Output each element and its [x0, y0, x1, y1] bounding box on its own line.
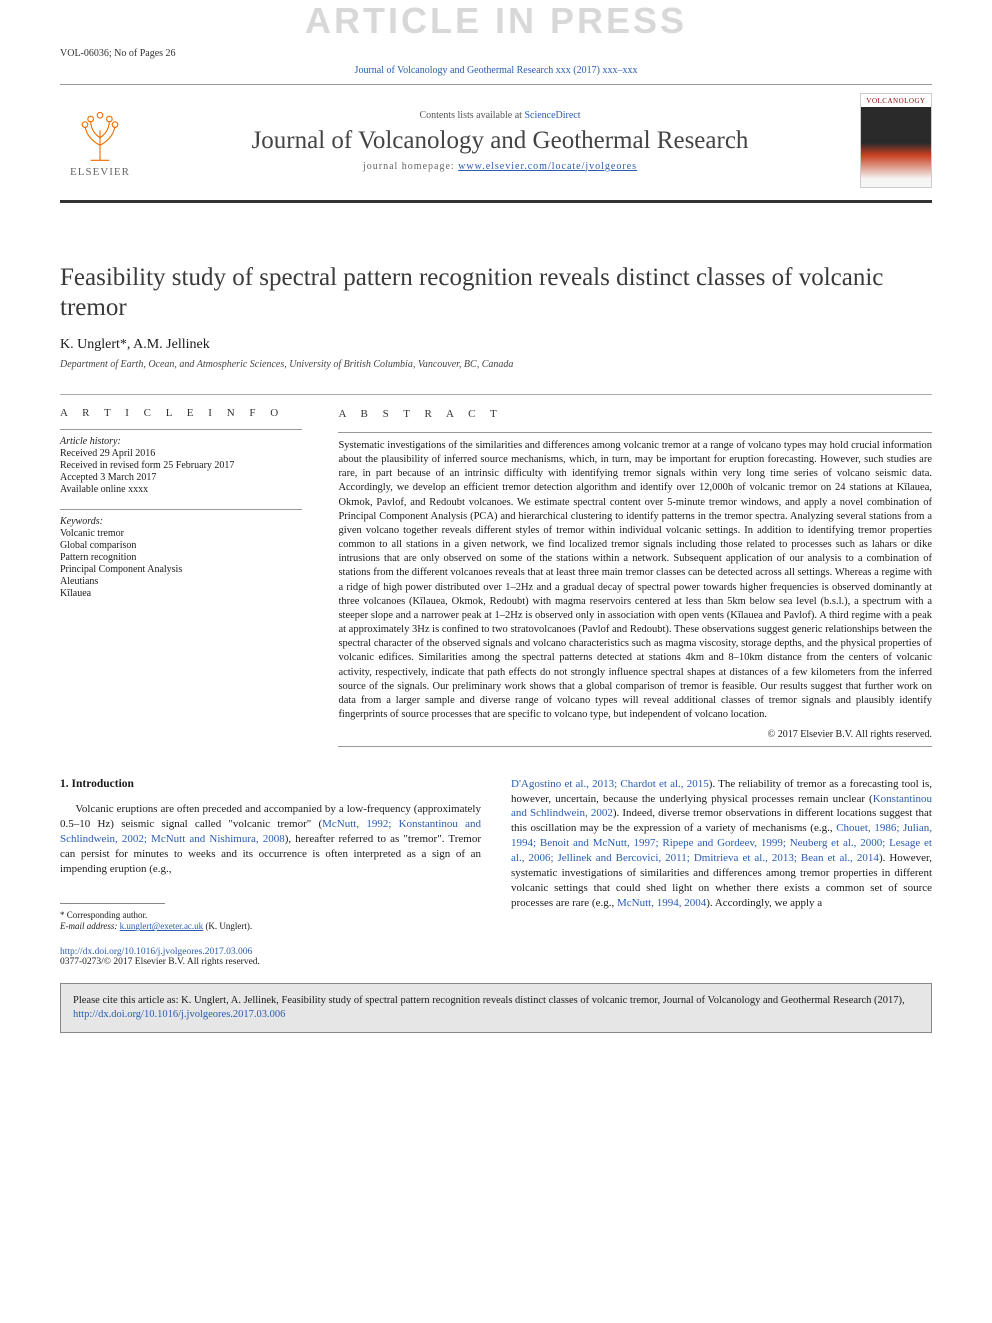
keywords-heading: Keywords: [60, 516, 302, 527]
journal-homepage-line: journal homepage: www.elsevier.com/locat… [150, 161, 850, 172]
abstract-column: A B S T R A C T Systematic investigation… [338, 407, 932, 747]
footnote-block: * Corresponding author. E-mail address: … [60, 910, 481, 933]
divider [338, 746, 932, 747]
divider [60, 429, 302, 430]
body-columns: 1. Introduction Volcanic eruptions are o… [60, 777, 932, 933]
authors: K. Unglert*, A.M. Jellinek [60, 337, 932, 353]
received-date: Received 29 April 2016 [60, 448, 302, 459]
divider [60, 394, 932, 395]
keyword: Volcanic tremor [60, 528, 302, 539]
article-title: Feasibility study of spectral pattern re… [60, 263, 932, 323]
masthead: ELSEVIER Contents lists available at Sci… [60, 85, 932, 203]
journal-name: Journal of Volcanology and Geothermal Re… [150, 127, 850, 155]
issn-copyright: 0377-0273/© 2017 Elsevier B.V. All right… [60, 957, 932, 967]
corresponding-author-note: * Corresponding author. [60, 910, 481, 922]
keywords-block: Keywords: Volcanic tremor Global compari… [60, 516, 302, 599]
affiliation: Department of Earth, Ocean, and Atmosphe… [60, 359, 932, 370]
abstract-paragraph: Systematic investigations of the similar… [338, 439, 932, 722]
keyword: Pattern recognition [60, 552, 302, 563]
homepage-prefix: journal homepage: [363, 161, 458, 172]
cover-image [861, 107, 931, 187]
divider [338, 432, 932, 433]
journal-homepage-link[interactable]: www.elsevier.com/locate/jvolgeores [458, 161, 637, 172]
masthead-center: Contents lists available at ScienceDirec… [150, 110, 850, 172]
keyword: Aleutians [60, 576, 302, 587]
journal-cover-thumbnail: VOLCANOLOGY [860, 93, 932, 188]
abstract-copyright: © 2017 Elsevier B.V. All rights reserved… [338, 728, 932, 742]
body-column-right: D'Agostino et al., 2013; Chardot et al.,… [511, 777, 932, 933]
history-heading: Article history: [60, 436, 302, 447]
article-info-label: A R T I C L E I N F O [60, 407, 302, 419]
citation-link[interactable]: McNutt, 1994, 2004 [617, 897, 706, 909]
section-heading-introduction: 1. Introduction [60, 777, 481, 793]
publisher-name: ELSEVIER [70, 166, 130, 178]
keyword: Principal Component Analysis [60, 564, 302, 575]
body-column-left: 1. Introduction Volcanic eruptions are o… [60, 777, 481, 933]
title-block: Feasibility study of spectral pattern re… [60, 263, 932, 370]
contents-list-line: Contents lists available at ScienceDirec… [150, 110, 850, 121]
email-label: E-mail address: [60, 921, 120, 931]
revised-date: Received in revised form 25 February 201… [60, 460, 302, 471]
citation-link[interactable]: D'Agostino et al., 2013; Chardot et al.,… [511, 778, 709, 790]
page-tag: VOL-06036; No of Pages 26 [60, 48, 932, 59]
email-suffix: (K. Unglert). [203, 921, 252, 931]
cite-doi-link[interactable]: http://dx.doi.org/10.1016/j.jvolgeores.2… [73, 1009, 285, 1020]
email-line: E-mail address: k.unglert@exeter.ac.uk (… [60, 921, 481, 933]
keyword: Global comparison [60, 540, 302, 551]
doi-link[interactable]: http://dx.doi.org/10.1016/j.jvolgeores.2… [60, 947, 252, 957]
please-cite-box: Please cite this article as: K. Unglert,… [60, 983, 932, 1033]
cite-text: Please cite this article as: K. Unglert,… [73, 995, 905, 1006]
info-abstract-row: A R T I C L E I N F O Article history: R… [60, 407, 932, 747]
body-paragraph: Volcanic eruptions are often preceded an… [60, 802, 481, 876]
doi-block: http://dx.doi.org/10.1016/j.jvolgeores.2… [60, 947, 932, 967]
footnote-separator [60, 903, 165, 904]
keyword: Kīlauea [60, 588, 302, 599]
publisher-logo: ELSEVIER [60, 96, 140, 186]
cover-label: VOLCANOLOGY [861, 94, 931, 105]
text-run: ). Accordingly, we apply a [706, 897, 822, 909]
author-email-link[interactable]: k.unglert@exeter.ac.uk [120, 921, 204, 931]
online-date: Available online xxxx [60, 484, 302, 495]
contents-prefix: Contents lists available at [419, 110, 524, 121]
abstract-label: A B S T R A C T [338, 407, 932, 422]
body-paragraph: D'Agostino et al., 2013; Chardot et al.,… [511, 777, 932, 911]
accepted-date: Accepted 3 March 2017 [60, 472, 302, 483]
sciencedirect-link[interactable]: ScienceDirect [524, 110, 580, 121]
divider [60, 509, 302, 510]
journal-reference-line: Journal of Volcanology and Geothermal Re… [60, 65, 932, 76]
abstract-text: Systematic investigations of the similar… [338, 439, 932, 722]
article-info-column: A R T I C L E I N F O Article history: R… [60, 407, 302, 747]
article-page: VOL-06036; No of Pages 26 Journal of Vol… [0, 0, 992, 1073]
elsevier-tree-icon [70, 104, 130, 164]
